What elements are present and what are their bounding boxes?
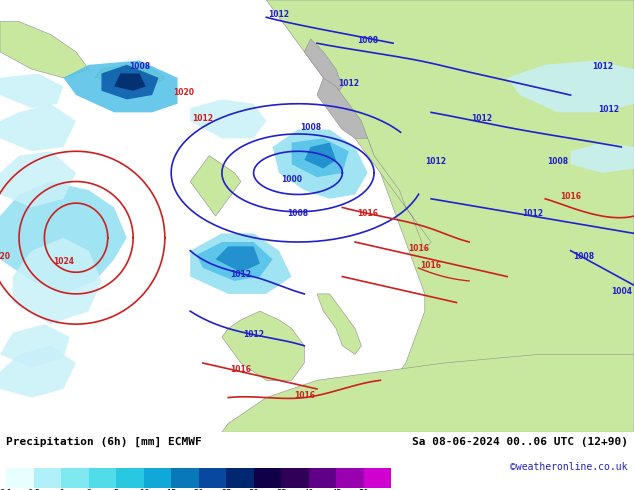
Polygon shape: [190, 233, 292, 294]
Polygon shape: [0, 181, 127, 294]
Polygon shape: [304, 143, 336, 169]
Polygon shape: [507, 60, 634, 112]
Polygon shape: [0, 74, 63, 108]
Polygon shape: [0, 22, 89, 78]
Bar: [364, 468, 391, 488]
Text: 1012: 1012: [192, 114, 214, 123]
Text: 1008: 1008: [129, 62, 150, 71]
Polygon shape: [0, 104, 76, 151]
Text: 1016: 1016: [560, 192, 581, 201]
Polygon shape: [95, 65, 165, 86]
Bar: [254, 468, 281, 488]
Text: 1008: 1008: [357, 36, 378, 45]
Bar: [61, 468, 89, 488]
Polygon shape: [13, 238, 101, 324]
Text: 1008: 1008: [547, 157, 569, 166]
Bar: [337, 468, 364, 488]
Polygon shape: [101, 65, 158, 99]
Bar: [144, 468, 171, 488]
Polygon shape: [304, 39, 342, 95]
Polygon shape: [0, 151, 76, 207]
Polygon shape: [292, 138, 349, 177]
Text: 1012: 1012: [471, 114, 493, 123]
Text: 1016: 1016: [357, 209, 378, 218]
Text: 1008: 1008: [573, 252, 594, 261]
Text: 1012: 1012: [592, 62, 613, 71]
Text: 1012: 1012: [230, 270, 252, 279]
Bar: [309, 468, 337, 488]
Polygon shape: [571, 143, 634, 173]
Polygon shape: [216, 246, 260, 272]
Text: 1016: 1016: [294, 391, 315, 400]
Text: 1024: 1024: [53, 257, 74, 266]
Text: 1012: 1012: [243, 330, 264, 339]
Text: 1016: 1016: [420, 261, 442, 270]
Text: 1020: 1020: [173, 88, 195, 97]
Text: Precipitation (6h) [mm] ECMWF: Precipitation (6h) [mm] ECMWF: [6, 437, 202, 447]
Polygon shape: [222, 0, 634, 432]
Text: 1012: 1012: [522, 209, 543, 218]
Polygon shape: [222, 311, 304, 380]
Polygon shape: [190, 156, 241, 216]
Bar: [171, 468, 199, 488]
Polygon shape: [114, 74, 146, 91]
Polygon shape: [0, 324, 70, 368]
Text: Sa 08-06-2024 00..06 UTC (12+90): Sa 08-06-2024 00..06 UTC (12+90): [411, 437, 628, 447]
Text: 1012: 1012: [268, 10, 290, 19]
Bar: [117, 468, 144, 488]
Polygon shape: [336, 95, 431, 251]
Bar: [226, 468, 254, 488]
Text: 1012: 1012: [338, 79, 359, 88]
Polygon shape: [0, 346, 76, 397]
Text: 1008: 1008: [287, 209, 309, 218]
Text: 1016: 1016: [230, 365, 252, 374]
Polygon shape: [273, 130, 368, 199]
Text: 1000: 1000: [281, 174, 302, 184]
Text: ©weatheronline.co.uk: ©weatheronline.co.uk: [510, 462, 628, 472]
Polygon shape: [222, 354, 634, 432]
Bar: [34, 468, 61, 488]
Text: 1008: 1008: [300, 122, 321, 132]
Text: 1004: 1004: [611, 287, 632, 296]
Bar: [89, 468, 117, 488]
Text: 1016: 1016: [408, 244, 429, 253]
Bar: [281, 468, 309, 488]
Polygon shape: [190, 99, 266, 138]
Text: 1012: 1012: [598, 105, 619, 114]
Bar: [6, 468, 34, 488]
Text: 1012: 1012: [425, 157, 446, 166]
Text: 1020: 1020: [0, 252, 11, 261]
Polygon shape: [63, 60, 178, 112]
Polygon shape: [317, 78, 368, 138]
Bar: [199, 468, 226, 488]
Polygon shape: [197, 242, 273, 281]
Polygon shape: [317, 294, 361, 354]
